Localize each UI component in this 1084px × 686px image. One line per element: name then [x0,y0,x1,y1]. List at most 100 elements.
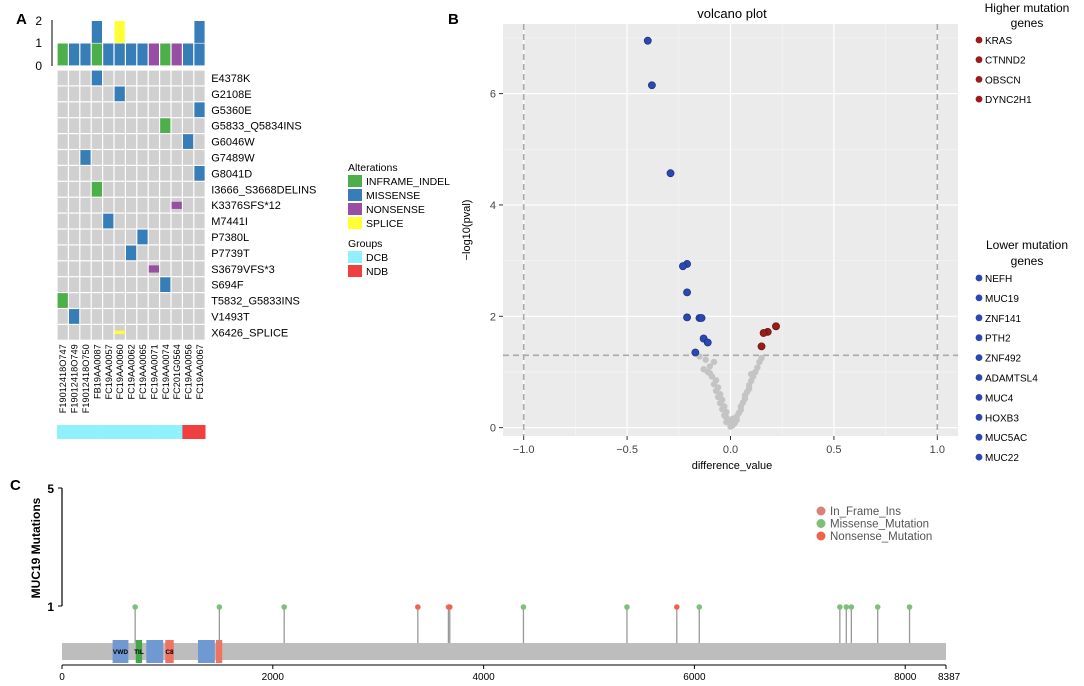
sample-column-label: F19012418O747 [58,344,68,413]
oncoprint-cell [148,293,159,308]
oncoprint-cell [103,86,114,102]
alterations-legend-title: Alterations [348,162,398,174]
mutation-row-label: E4378K [211,73,251,85]
oncoprint-cell [114,102,125,118]
oncoprint-cell [126,309,137,324]
oncoprint-cell [126,213,137,229]
oncoprint-cell [171,261,182,277]
lower-gene-legend-dot [975,334,983,342]
lollipop-sticks [132,604,913,643]
volcano-reference-lines [503,24,958,436]
volcano-y-tick-label: 6 [490,89,496,101]
sample-column-label: F19012418O750 [81,344,91,413]
oncoprint-cell [126,293,137,308]
panel-label-b: B [448,11,459,28]
oncoprint-cell [183,229,194,245]
lollipop-axes: 5 1 0 2000 4000 6000 8000 8387 [47,482,960,683]
higher-gene-legend-label: OBSCN [985,75,1021,86]
oncoprint-cell [91,277,102,292]
top-axis-tick-label: 2 [35,14,42,28]
group-legend-swatch [348,251,362,263]
oncoprint-cell [80,102,91,118]
mutation-count-bar [183,43,194,66]
oncoprint-cell [91,134,102,149]
lollipop-x-tick-label: 8387 [938,672,961,683]
oncoprint-cell [160,245,171,261]
oncoprint-cell [69,293,80,308]
oncoprint-cell [80,261,91,277]
volcano-y-label: −log10(pval) [461,200,473,261]
oncoprint-cell [183,309,194,324]
panel-label-a: A [16,11,27,28]
lower-gene-legend-dot [975,314,983,322]
group-bar-segment [68,425,81,439]
volcano-point-nonsignificant [723,418,730,426]
lollipop-y-tick-label: 5 [47,482,54,496]
oncoprint-cell [171,229,182,245]
oncoprint-cell [57,213,68,229]
lollipop-legend-dot [816,506,826,516]
oncoprint-alteration-cell [194,102,205,118]
lower-gene-legend-dot [975,453,983,461]
mutation-count-bar [80,43,91,66]
oncoprint-cell [171,181,182,197]
oncoprint-grid [57,70,205,340]
oncoprint-group-bar [57,425,206,439]
higher-gene-legend-label: CTNND2 [985,56,1026,67]
group-bar-segment [182,425,195,439]
volcano-point-nonsignificant [708,373,716,380]
oncoprint-cell [171,86,182,102]
oncoprint-cell [137,118,148,133]
oncoprint-cell [160,181,171,197]
mutation-count-bar [171,43,182,66]
oncoprint-cell [171,245,182,261]
oncoprint-cell [69,166,80,181]
oncoprint-alteration-cell [194,166,205,181]
oncoprint-alteration-cell [171,201,182,209]
panel-label-c: C [10,477,21,494]
lower-gene-legend-label: HOXB3 [985,413,1019,424]
oncoprint-cell [148,134,159,149]
oncoprint-cell [69,325,80,340]
lollipop-head [874,604,881,610]
oncoprint-cell [194,150,205,165]
protein-domain [135,640,143,663]
oncoprint-cell [91,102,102,118]
lollipop-head [837,604,843,610]
oncoprint-alteration-cell [80,150,91,165]
oncoprint-cell [194,181,205,197]
oncoprint-cell [183,86,194,102]
volcano-point-lower [643,36,652,45]
oncoprint-alteration-cell [183,134,194,149]
oncoprint-cell [160,86,171,102]
oncoprint-cell [160,134,171,149]
top-axis-tick-label: 0 [35,59,42,73]
oncoprint-cell [137,102,148,118]
oncoprint-cell [194,325,205,340]
oncoprint-cell [194,134,205,149]
sample-column-label: F19012418O749 [70,344,80,413]
oncoprint-cell [148,70,159,86]
oncoprint-cell [148,86,159,102]
oncoprint-alteration-cell [160,277,171,292]
volcano-y-tick-label: 2 [490,311,496,323]
oncoprint-cell [69,229,80,245]
volcano-points [643,36,780,430]
sample-column-label: FC19AA0067 [195,344,205,399]
oncoprint-cell [114,197,125,213]
oncoprint-cell [160,197,171,213]
oncoprint-cell [137,150,148,165]
oncoprint-alteration-cell [91,181,102,197]
oncoprint-cell [126,325,137,340]
oncoprint-cell [148,197,159,213]
oncoprint-cell [137,309,148,324]
lollipop-x-tick-label: 2000 [262,672,285,683]
oncoprint-cell [57,197,68,213]
sample-column-label: FC19AA0062 [127,344,137,399]
oncoprint-cell [57,229,68,245]
oncoprint-cell [103,293,114,308]
lollipop-head [446,604,453,610]
oncoprint-cell [183,118,194,133]
alteration-legend-swatch [348,203,362,215]
oncoprint-cell [183,166,194,181]
